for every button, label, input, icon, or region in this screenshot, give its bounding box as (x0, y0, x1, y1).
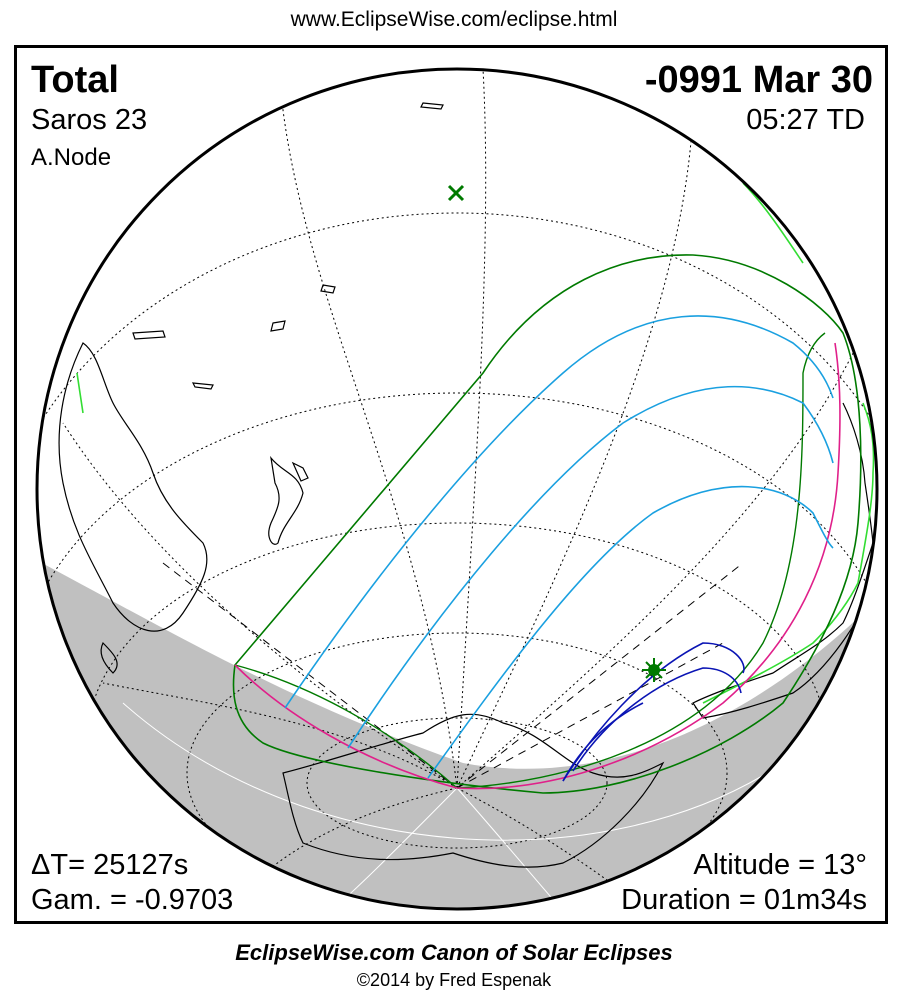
duration: Duration = 01m34s (621, 884, 867, 916)
saros-number: Saros 23 (31, 104, 148, 136)
rise-set-curve (234, 342, 841, 790)
totality-lines (284, 315, 834, 779)
globe-outline (35, 67, 879, 911)
central-path (562, 642, 745, 782)
x-mark-icon (447, 184, 465, 202)
copyright: ©2014 by Fred Espenak (356, 970, 552, 990)
source-url: www.EclipseWise.com/eclipse.html (290, 8, 618, 31)
axis-lines (162, 562, 744, 789)
eclipse-time: 05:27 TD (746, 104, 865, 136)
eclipse-map-frame: Total -0991 Mar 30 Saros 23 05:27 TD A.N… (14, 45, 888, 924)
night-grid (122, 702, 784, 909)
star-icon (642, 658, 666, 682)
eclipse-type: Total (31, 59, 119, 101)
altitude: Altitude = 13° (693, 849, 867, 881)
eclipse-date: -0991 Mar 30 (644, 59, 873, 101)
globe-map (35, 67, 879, 911)
penumbra-inner-limit (234, 332, 826, 789)
delta-t: ΔT= 25127s (31, 849, 189, 881)
penumbra-limit (232, 254, 862, 794)
coastlines (58, 102, 877, 868)
gamma: Gam. = -0.9703 (31, 884, 234, 916)
coast-highlight (76, 182, 875, 704)
canon-title: EclipseWise.com Canon of Solar Eclipses (235, 940, 673, 965)
node-label: A.Node (31, 144, 112, 171)
